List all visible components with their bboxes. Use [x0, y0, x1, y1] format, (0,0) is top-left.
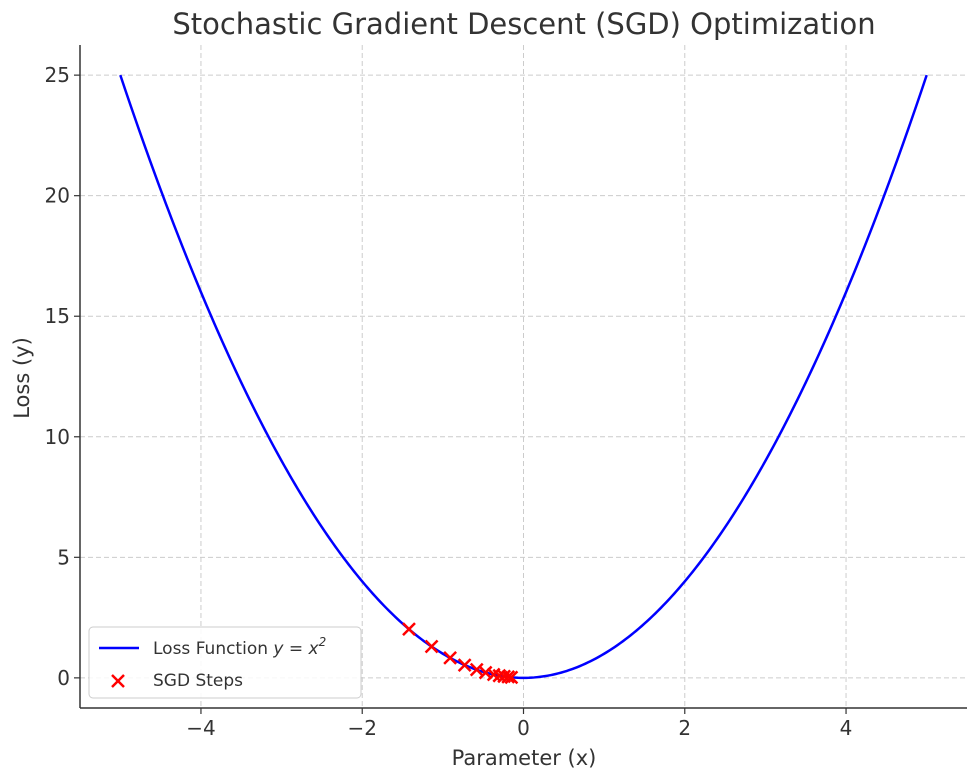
- legend: Loss Function y = x2 SGD Steps: [88, 626, 362, 699]
- sgd-step-marker: [424, 639, 439, 654]
- x-axis-label: Parameter (x): [452, 746, 597, 770]
- sgd-step-marker: [469, 662, 484, 677]
- x-tick-label: 0: [517, 716, 530, 740]
- sgd-step-marker: [443, 650, 458, 665]
- axes: −4 −2 0 2 4 0 5 10 15 20 25: [45, 45, 967, 740]
- grid: [80, 45, 967, 708]
- x-tick-label: 4: [840, 716, 853, 740]
- loss-curve: [119, 74, 928, 680]
- x-tick-label: −4: [186, 716, 215, 740]
- y-tick-label: 10: [45, 425, 70, 449]
- x-tick-label: −2: [347, 716, 376, 740]
- y-axis-label: Loss (y): [10, 337, 34, 419]
- chart-title: Stochastic Gradient Descent (SGD) Optimi…: [172, 7, 875, 41]
- sgd-step-marker: [504, 670, 519, 685]
- legend-steps-marker: [111, 674, 125, 688]
- y-tick-label: 5: [57, 545, 70, 569]
- y-tick-label: 20: [45, 184, 70, 208]
- x-tick-label: 2: [678, 716, 691, 740]
- sgd-step-marker: [501, 670, 516, 684]
- legend-loss-label: Loss Function y = x2: [153, 635, 326, 659]
- sgd-step-marker: [478, 665, 493, 680]
- y-tick-label: 0: [57, 666, 70, 690]
- y-tick-label: 15: [45, 304, 70, 328]
- legend-steps-label: SGD Steps: [153, 671, 243, 691]
- legend-box: [88, 626, 362, 699]
- sgd-steps: [402, 622, 519, 685]
- sgd-step-marker: [402, 622, 416, 637]
- plot-area: [119, 74, 928, 685]
- sgd-step-marker: [457, 658, 472, 672]
- y-tick-label: 25: [45, 63, 70, 87]
